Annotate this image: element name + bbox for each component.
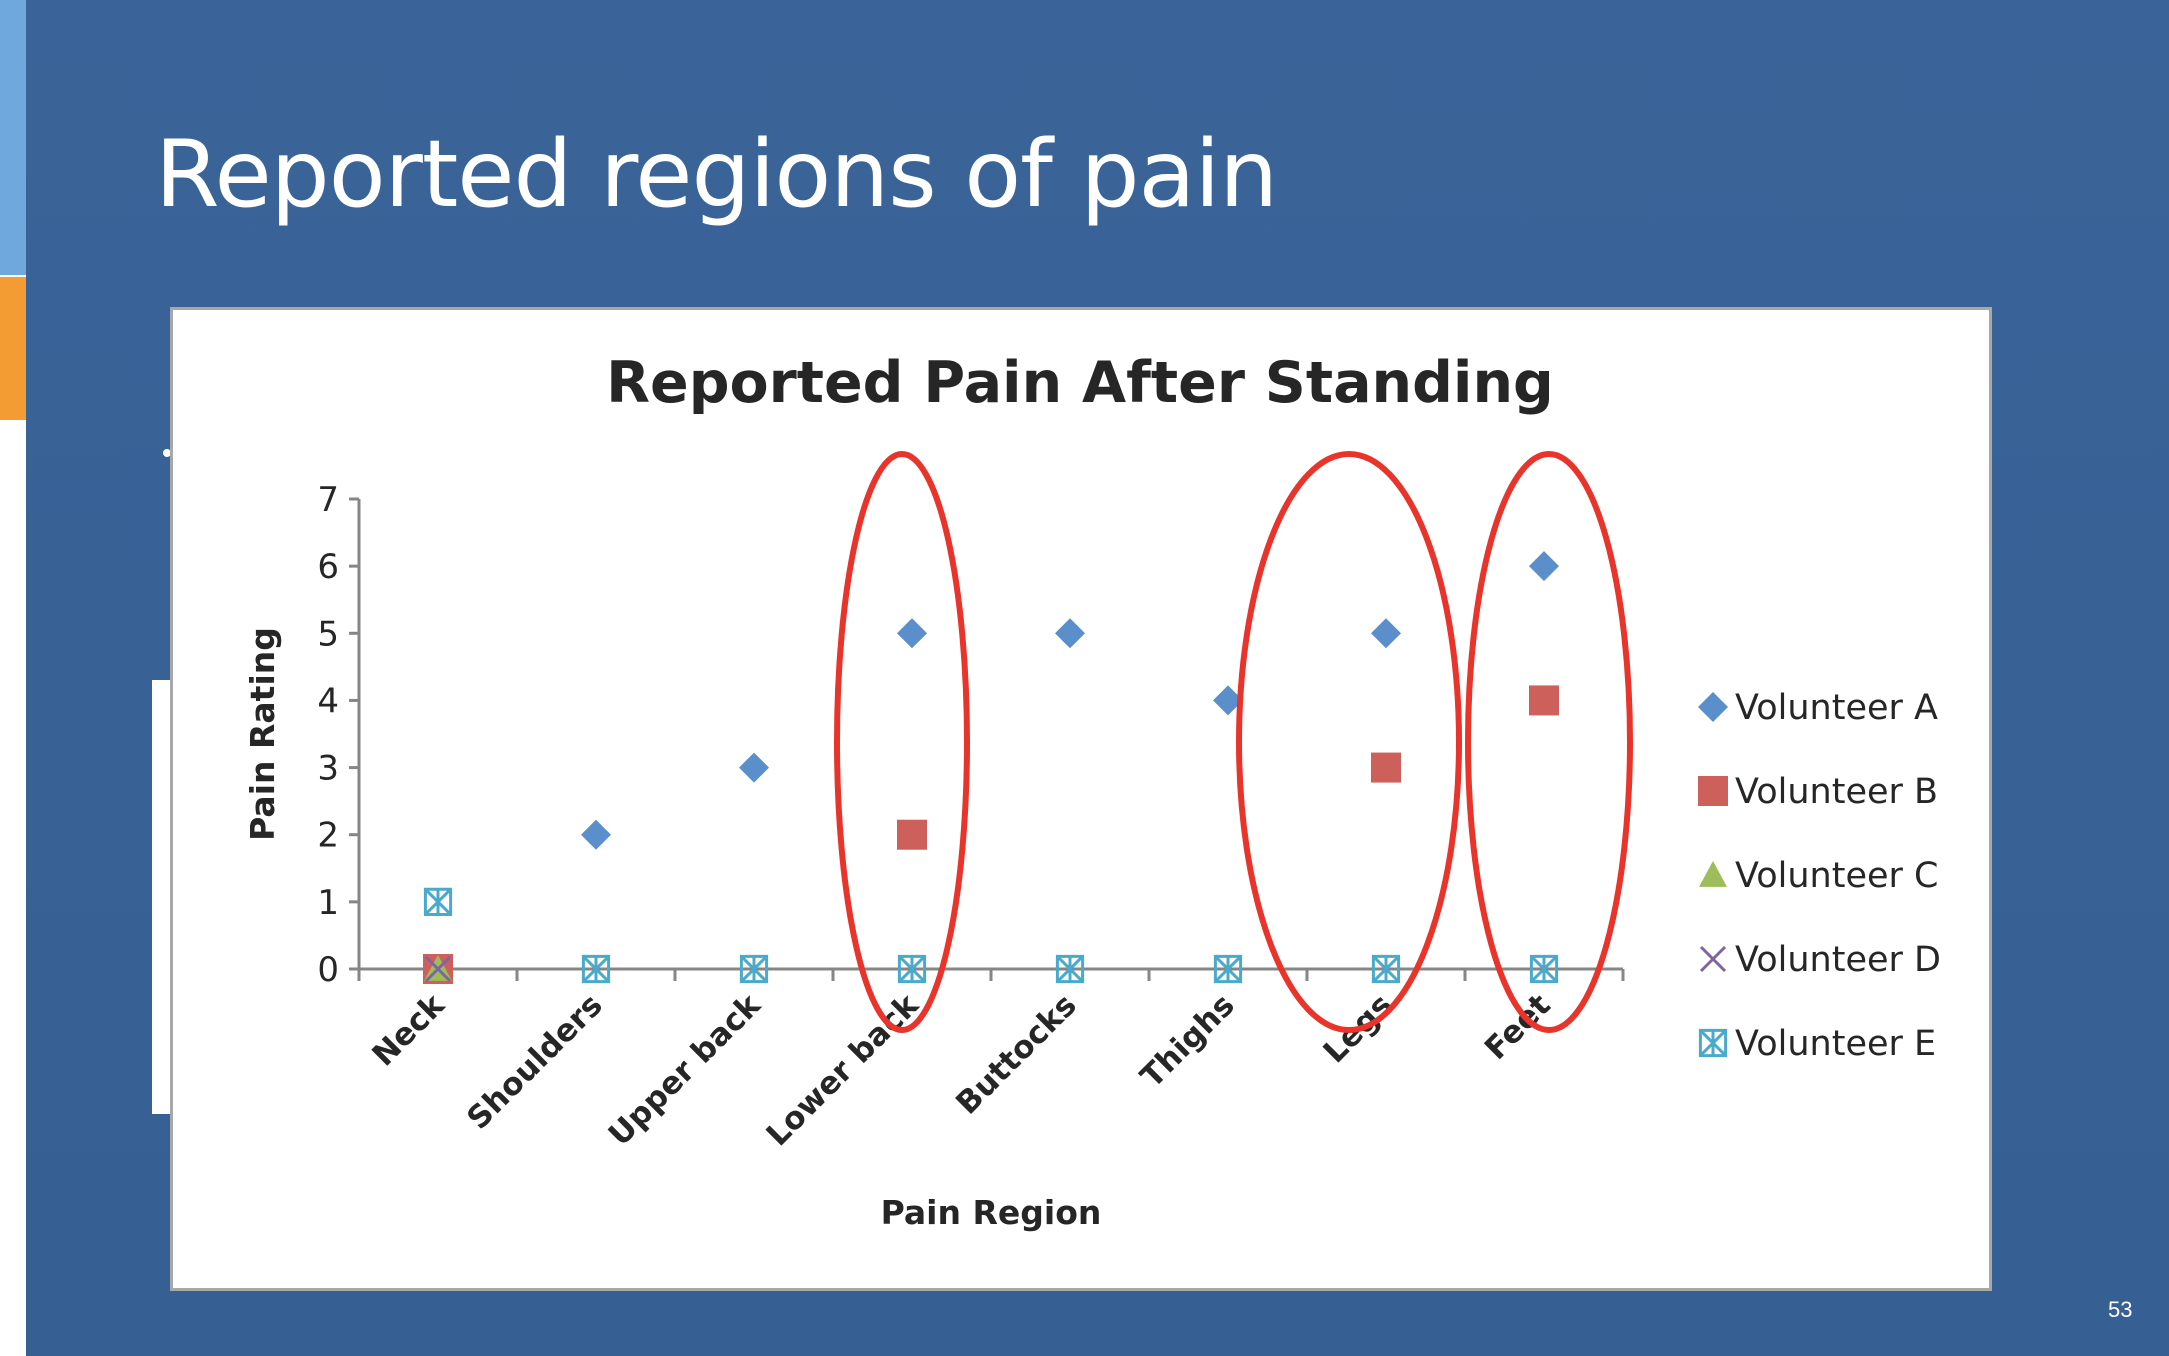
highlight-ellipse: [834, 451, 970, 1033]
accent-bar-blue: [0, 0, 26, 275]
data-point-series-1: [1055, 618, 1085, 649]
chart-frame: Reported Pain After Standing 0 1 2 3 4 5 6 7 Neck…: [170, 307, 1992, 1291]
highlight-ellipse: [1465, 451, 1633, 1033]
background-bullet: [163, 449, 171, 457]
highlight-ellipse: [1236, 451, 1462, 1033]
y-tick-label: 2: [317, 816, 339, 856]
y-axis-title: Pain Rating: [243, 627, 282, 841]
x-axis-title: Pain Region: [881, 1193, 1102, 1232]
y-tick-label: 4: [317, 681, 339, 721]
data-point-series-5: [1371, 954, 1401, 984]
x-tick-label: Buttocks: [949, 987, 1083, 1121]
data-point-series-5: [581, 954, 611, 984]
x-tick-label: Neck: [365, 986, 452, 1073]
data-point-series-2: [897, 819, 927, 850]
y-tick-label: 1: [317, 883, 339, 923]
legend-label: Volunteer E: [1735, 1024, 1936, 1064]
legend-label: Volunteer B: [1735, 772, 1938, 812]
data-point-series-5: [897, 954, 927, 984]
accent-bar-orange: [0, 277, 26, 420]
data-point-series-1: [897, 618, 927, 649]
data-point-series-1: [581, 819, 611, 850]
data-point-series-1: [1529, 551, 1559, 582]
data-point-series-5: [423, 887, 453, 916]
legend-marker: [1698, 776, 1728, 806]
legend-label: Volunteer A: [1735, 688, 1938, 728]
x-tick-label: Shoulders: [460, 987, 609, 1136]
legend-marker: [1698, 1028, 1728, 1058]
data-point-series-4: [424, 955, 452, 983]
x-tick-label: Upper back: [602, 986, 769, 1153]
data-point-series-1: [1371, 618, 1401, 649]
legend-label: Volunteer D: [1735, 940, 1941, 980]
data-point-series-5: [1529, 954, 1559, 984]
data-point-series-1: [1213, 685, 1243, 716]
data-point-series-5: [1055, 954, 1085, 984]
background-panel: [152, 680, 172, 1114]
legend-label: Volunteer C: [1735, 856, 1938, 896]
legend-marker: [1699, 861, 1727, 887]
page-number: 53: [2108, 1297, 2133, 1322]
y-tick-label: 7: [317, 480, 339, 520]
scatter-chart: Reported Pain After Standing 0 1 2 3 4 5 6 7 Neck…: [243, 350, 1941, 1232]
slide-title: Reported regions of pain: [155, 120, 1278, 228]
x-tick-label: Thighs: [1134, 987, 1242, 1095]
data-point-series-2: [1371, 752, 1401, 783]
data-point-series-1: [739, 752, 769, 783]
legend-marker: [1698, 692, 1728, 722]
data-point-series-2: [1529, 685, 1559, 716]
data-point-series-5: [1213, 954, 1243, 984]
x-tick-label: Lower back: [760, 986, 927, 1153]
data-point-series-5: [739, 954, 769, 984]
y-tick-label: 5: [317, 614, 339, 654]
y-tick-label: 0: [317, 950, 339, 990]
y-tick-label: 3: [317, 749, 339, 789]
legend-marker: [1699, 945, 1727, 973]
chart-title: Reported Pain After Standing: [606, 350, 1554, 416]
y-tick-label: 6: [317, 547, 339, 587]
